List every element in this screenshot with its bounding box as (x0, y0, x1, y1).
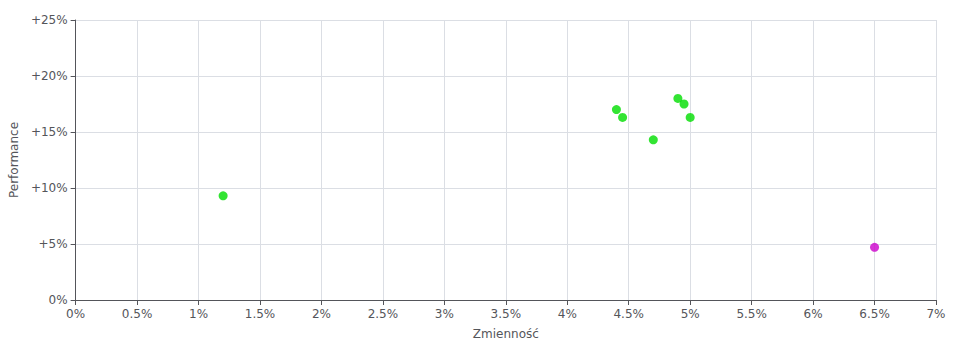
svg-text:Zmienność: Zmienność (473, 327, 539, 341)
svg-text:5.5%: 5.5% (736, 307, 767, 321)
svg-text:7%: 7% (926, 307, 945, 321)
svg-text:4.5%: 4.5% (613, 307, 644, 321)
svg-text:+5%: +5% (39, 237, 68, 251)
svg-text:5%: 5% (681, 307, 700, 321)
svg-text:+15%: +15% (31, 125, 68, 139)
svg-text:4%: 4% (558, 307, 577, 321)
svg-text:+20%: +20% (31, 69, 68, 83)
svg-text:0%: 0% (66, 307, 85, 321)
svg-text:3.5%: 3.5% (491, 307, 522, 321)
svg-text:6%: 6% (804, 307, 823, 321)
svg-text:Performance: Performance (7, 122, 21, 198)
svg-text:+25%: +25% (31, 13, 68, 27)
svg-text:6.5%: 6.5% (859, 307, 890, 321)
svg-text:+10%: +10% (31, 181, 68, 195)
svg-text:2.5%: 2.5% (368, 307, 399, 321)
svg-text:0%: 0% (49, 293, 68, 307)
svg-text:2%: 2% (312, 307, 331, 321)
svg-text:3%: 3% (435, 307, 454, 321)
svg-text:1.5%: 1.5% (245, 307, 276, 321)
svg-text:0.5%: 0.5% (122, 307, 153, 321)
svg-text:1%: 1% (189, 307, 208, 321)
